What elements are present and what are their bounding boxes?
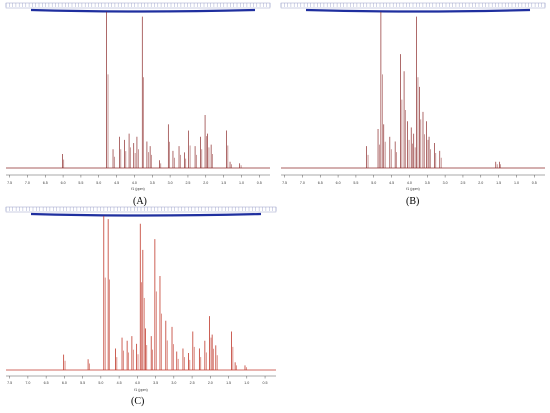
panel-label-a: (A) xyxy=(133,196,147,207)
x-tick-label: 3.0 xyxy=(171,381,176,385)
x-tick-label: 5.0 xyxy=(98,381,103,385)
panel-label-c: (C) xyxy=(131,396,145,407)
x-tick-label: 5.5 xyxy=(78,181,83,185)
x-tick-label: 7.0 xyxy=(25,381,30,385)
x-tick-label: 1.5 xyxy=(496,181,501,185)
x-tick-label: 2.0 xyxy=(208,381,213,385)
x-tick-label: 5.5 xyxy=(353,181,358,185)
x-tick-label: 3.0 xyxy=(168,181,173,185)
x-tick-label: 3.5 xyxy=(153,381,158,385)
x-tick-label: 4.5 xyxy=(117,381,122,385)
x-tick-label: 4.0 xyxy=(132,181,137,185)
x-tick-label: 6.5 xyxy=(43,181,48,185)
x-tick-label: 7.0 xyxy=(300,181,305,185)
x-tick-label: 0.5 xyxy=(263,381,268,385)
x-tick-label: 7.5 xyxy=(7,181,12,185)
integration-curve xyxy=(30,212,262,217)
x-axis-label: f1 (ppm) xyxy=(134,388,147,392)
x-tick-label: 1.0 xyxy=(244,381,249,385)
x-tick-label: 6.5 xyxy=(44,381,49,385)
x-tick-label: 0.5 xyxy=(532,181,537,185)
x-tick-label: 4.5 xyxy=(114,181,119,185)
x-tick-label: 4.0 xyxy=(407,181,412,185)
x-tick-label: 0.5 xyxy=(257,181,262,185)
x-tick-label: 6.0 xyxy=(62,381,67,385)
x-tick-label: 2.5 xyxy=(185,181,190,185)
x-tick-label: 3.5 xyxy=(425,181,430,185)
spectrum-panel-a: 7.5 7.0 6.5 6.0 5.5 5.0 4.5 4.0 3.5 3.0 2.5 2.0 1.5 1… xyxy=(0,0,275,207)
x-axis-label: f1 (ppm) xyxy=(406,187,419,191)
spectrum-c-plot: 7.5 7.0 6.5 6.0 5.5 5.0 4.5 4.0 3.5 3.0 2.5 2.0 1.5 1… xyxy=(5,206,277,392)
x-tick-label: 4.0 xyxy=(135,381,140,385)
x-tick-label: 3.0 xyxy=(443,181,448,185)
x-tick-label: 6.0 xyxy=(336,181,341,185)
x-axis-label: f1 (ppm) xyxy=(131,187,144,191)
integration-curve xyxy=(30,8,256,13)
spectrum-panel-b: 7.5 7.0 6.5 6.0 5.5 5.0 4.5 4.0 3.5 3.0 2.5 2.0 1.5 1… xyxy=(275,0,550,207)
integration-curve xyxy=(305,8,531,13)
x-tick-label: 2.0 xyxy=(478,181,483,185)
x-tick-label: 1.5 xyxy=(226,381,231,385)
x-tick-label: 2.0 xyxy=(203,181,208,185)
x-tick-label: 6.0 xyxy=(61,181,66,185)
spectrum-a-plot: 7.5 7.0 6.5 6.0 5.5 5.0 4.5 4.0 3.5 3.0 2.5 2.0 1.5 1… xyxy=(5,2,271,191)
x-tick-label: 2.5 xyxy=(460,181,465,185)
x-tick-label: 5.0 xyxy=(96,181,101,185)
x-tick-label: 7.0 xyxy=(25,181,30,185)
x-tick-label: 6.5 xyxy=(318,181,323,185)
spectrum-panel-c: 7.5 7.0 6.5 6.0 5.5 5.0 4.5 4.0 3.5 3.0 2.5 2.0 1.5 1… xyxy=(0,204,280,413)
x-tick-label: 5.5 xyxy=(80,381,85,385)
x-tick-label: 7.5 xyxy=(282,181,287,185)
x-tick-label: 4.5 xyxy=(389,181,394,185)
x-tick-label: 1.0 xyxy=(514,181,519,185)
x-tick-label: 1.5 xyxy=(221,181,226,185)
x-tick-label: 1.0 xyxy=(239,181,244,185)
panel-label-b: (B) xyxy=(406,196,420,207)
x-tick-label: 5.0 xyxy=(371,181,376,185)
spectrum-b-plot: 7.5 7.0 6.5 6.0 5.5 5.0 4.5 4.0 3.5 3.0 2.5 2.0 1.5 1… xyxy=(280,2,546,191)
x-tick-label: 2.5 xyxy=(190,381,195,385)
x-tick-label: 3.5 xyxy=(150,181,155,185)
x-tick-label: 7.5 xyxy=(7,381,12,385)
